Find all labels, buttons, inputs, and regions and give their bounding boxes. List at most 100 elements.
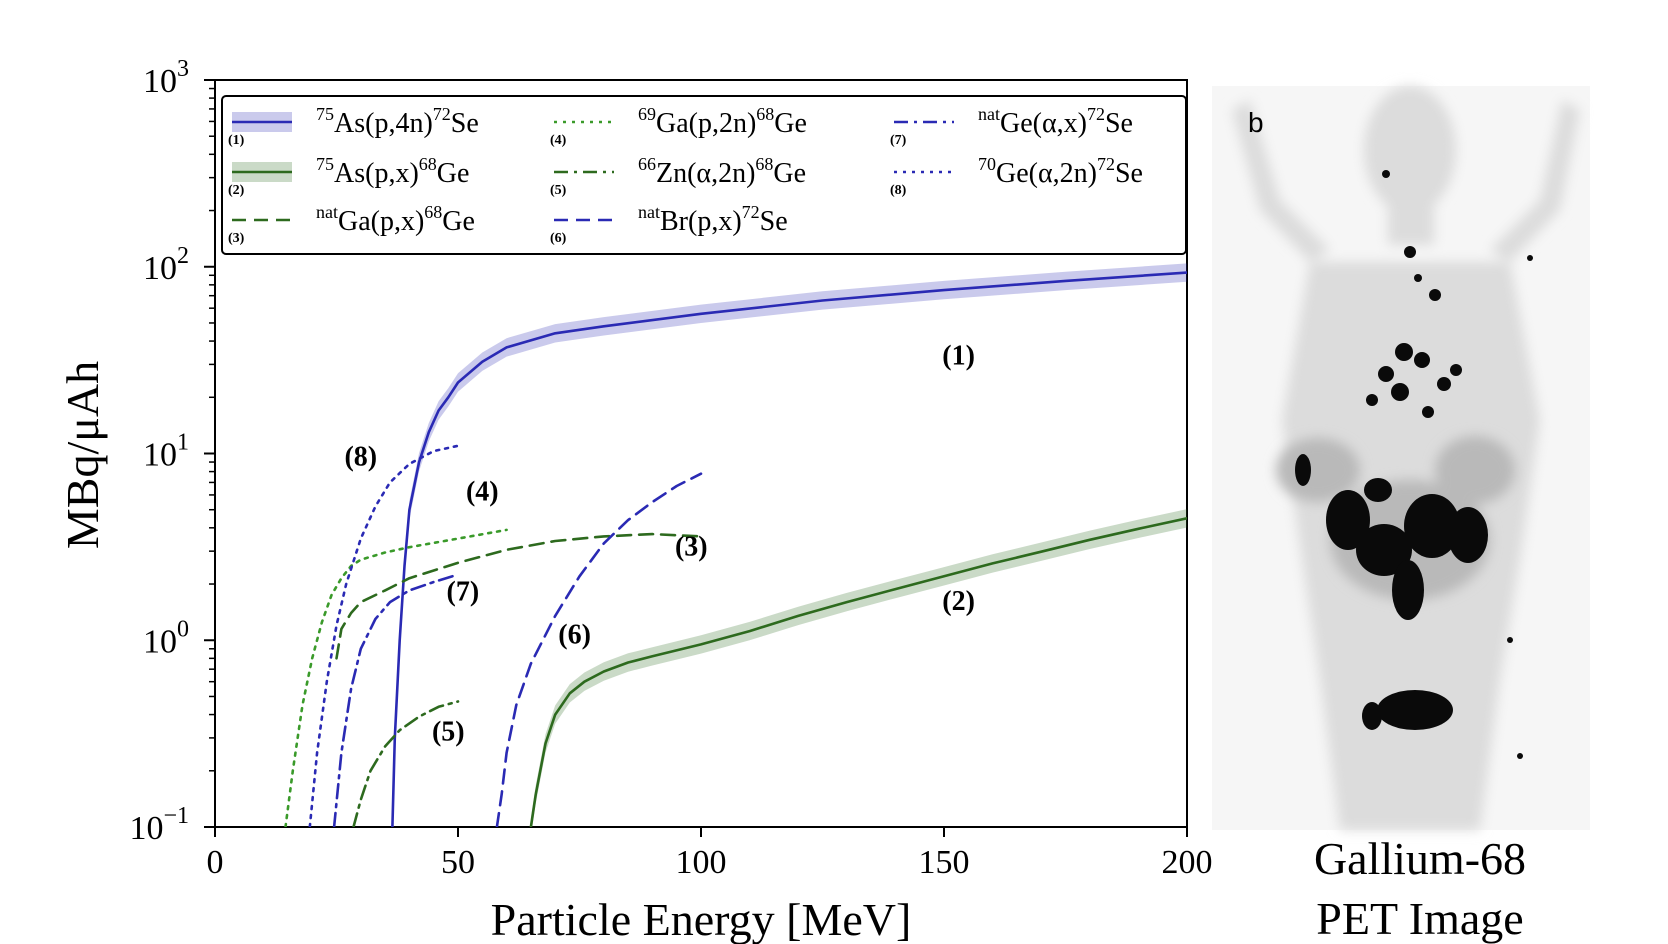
- legend-superscript: 68: [419, 154, 437, 174]
- pet-hotspots: [1295, 170, 1533, 759]
- series-6-line: [495, 472, 703, 827]
- panel-letter: b: [1248, 107, 1264, 138]
- y-tick-base: 10: [143, 623, 177, 660]
- pet-image-panel: b Gallium-68 PET Image: [1212, 86, 1590, 944]
- legend-text-part: Ga(p,x): [338, 206, 424, 237]
- curve-annotations: (1) (2) (3) (4) (5) (6) (7) (8): [344, 340, 974, 747]
- legend-entry-label: 70Ge(α,2n)72Se: [978, 154, 1143, 189]
- x-tick-label: 150: [919, 844, 970, 881]
- y-tick-label: 103: [143, 56, 189, 100]
- legend-entry-label: 75As(p,4n)72Se: [316, 104, 479, 139]
- legend-text-part: Ge: [774, 108, 807, 139]
- series-1-line: [391, 271, 1187, 827]
- legend-number: (5): [550, 183, 567, 198]
- pet-caption-line-2: PET Image: [1316, 893, 1523, 944]
- curve-label: (1): [942, 340, 975, 371]
- y-tick-exponent: 0: [177, 616, 189, 642]
- legend-text-part: Ge: [773, 158, 806, 189]
- legend: (1)75As(p,4n)72Se(2)75As(p,x)68Ge(3)natG…: [221, 95, 1187, 255]
- legend-number: (4): [550, 133, 567, 148]
- x-axis-title: Particle Energy [MeV]: [491, 894, 912, 944]
- legend-text-part: Se: [1105, 108, 1133, 139]
- y-tick-label: 100: [143, 616, 189, 660]
- legend-superscript: 72: [1097, 154, 1115, 174]
- legend-superscript: 68: [756, 104, 774, 124]
- curve-label: (4): [466, 477, 499, 508]
- x-tick-label: 0: [207, 844, 224, 881]
- curve-label: (7): [447, 577, 480, 608]
- legend-number: (2): [228, 183, 245, 198]
- series-3-line: [335, 532, 703, 660]
- series-4-line: [284, 528, 508, 827]
- legend-text-part: Ge: [442, 206, 475, 237]
- x-tick-label: 50: [441, 844, 475, 881]
- series-curves: [284, 271, 1187, 827]
- legend-superscript: nat: [316, 202, 338, 222]
- legend-superscript: 75: [316, 104, 334, 124]
- legend-number: (8): [890, 183, 907, 198]
- legend-text-part: Ge(α,2n): [996, 158, 1097, 189]
- curve-label: (5): [432, 717, 465, 748]
- legend-superscript: 75: [316, 154, 334, 174]
- legend-text-part: As(p,4n): [334, 108, 433, 139]
- y-tick-base: 10: [129, 810, 163, 847]
- legend-number: (1): [228, 133, 245, 148]
- curve-label: (8): [344, 442, 377, 473]
- pet-caption-line-1: Gallium-68: [1314, 833, 1526, 884]
- legend-text-part: Zn(α,2n): [656, 158, 755, 189]
- legend-entry-label: natGa(p,x)68Ge: [316, 202, 475, 237]
- legend-superscript: nat: [978, 104, 1000, 124]
- legend-superscript: 72: [433, 104, 451, 124]
- legend-superscript: 70: [978, 154, 996, 174]
- legend-box: [221, 95, 1187, 255]
- series-7-line: [332, 573, 460, 827]
- x-axis-ticks: 0 50 100 150 200: [207, 827, 1213, 881]
- y-tick-label: 102: [143, 243, 189, 287]
- legend-entry-label: 66Zn(α,2n)68Ge: [638, 154, 806, 189]
- legend-text-part: Se: [760, 206, 788, 237]
- legend-number: (7): [890, 133, 907, 148]
- y-axis-title: MBq/μAh: [57, 361, 108, 549]
- band-2: [530, 509, 1187, 827]
- curve-label: (3): [675, 531, 708, 562]
- y-tick-exponent: −1: [163, 803, 189, 829]
- curve-label: (6): [558, 620, 591, 651]
- y-tick-base: 10: [143, 437, 177, 474]
- legend-superscript: 72: [742, 202, 760, 222]
- y-tick-exponent: 2: [177, 243, 189, 269]
- legend-text-part: Br(p,x): [660, 206, 742, 237]
- y-tick-exponent: 1: [177, 430, 189, 456]
- curve-label: (2): [942, 586, 975, 617]
- legend-superscript: 69: [638, 104, 656, 124]
- series-2-line: [529, 516, 1187, 827]
- legend-entry-label: 75As(p,x)68Ge: [316, 154, 469, 189]
- legend-text-part: Ge: [437, 158, 470, 189]
- legend-text-part: Se: [1115, 158, 1143, 189]
- legend-entry-label: natBr(p,x)72Se: [638, 202, 788, 237]
- y-tick-exponent: 3: [177, 56, 189, 82]
- legend-text-part: Ge(α,x): [1000, 108, 1087, 139]
- legend-superscript: 66: [638, 154, 656, 174]
- legend-superscript: nat: [638, 202, 660, 222]
- x-tick-label: 200: [1162, 844, 1213, 881]
- series-5-line: [352, 700, 460, 827]
- legend-text-part: Se: [451, 108, 479, 139]
- y-tick-base: 10: [143, 63, 177, 100]
- y-tick-label: 101: [143, 430, 189, 474]
- legend-entry-label: natGe(α,x)72Se: [978, 104, 1133, 139]
- legend-superscript: 72: [1087, 104, 1105, 124]
- y-tick-base: 10: [143, 250, 177, 287]
- x-tick-label: 100: [676, 844, 727, 881]
- legend-number: (6): [550, 231, 567, 246]
- legend-superscript: 68: [424, 202, 442, 222]
- legend-superscript: 68: [755, 154, 773, 174]
- legend-text-part: As(p,x): [334, 158, 419, 189]
- legend-text-part: Ga(p,2n): [656, 108, 756, 139]
- legend-number: (3): [228, 231, 245, 246]
- uncertainty-bands: [392, 263, 1187, 827]
- y-tick-label: 10−1: [129, 803, 189, 847]
- legend-entry-label: 69Ga(p,2n)68Ge: [638, 104, 807, 139]
